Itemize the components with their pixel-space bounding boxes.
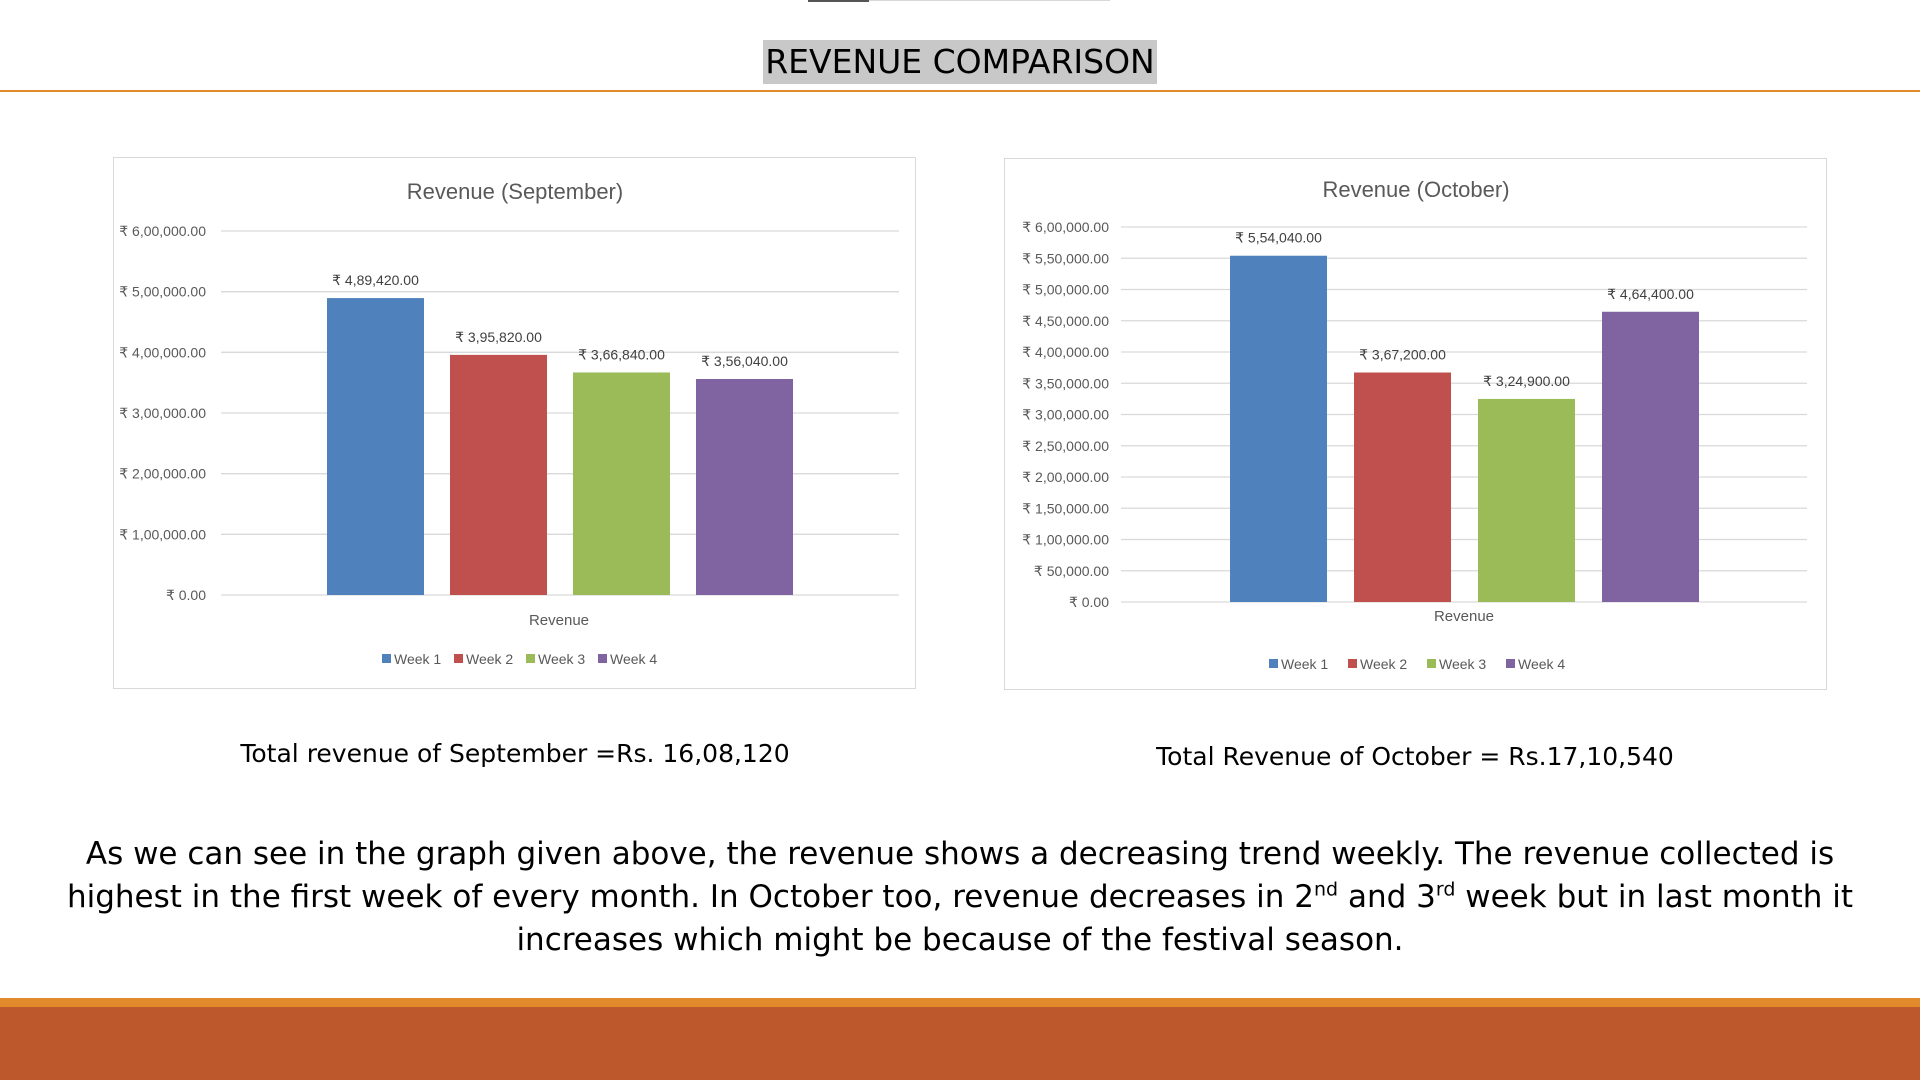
- y-tick-label: ₹ 1,50,000.00: [1022, 500, 1109, 516]
- y-tick-label: ₹ 6,00,000.00: [1022, 219, 1109, 235]
- bar-week-3: [1478, 398, 1575, 602]
- chart-svg: Revenue (October) ₹ 0.00 ₹ 50,000.00 ₹ 1,00…: [1022, 177, 1807, 672]
- bar-week-2: [450, 354, 547, 595]
- y-tick-label: ₹ 5,00,000.00: [119, 284, 206, 300]
- title-area: REVENUE COMPARISON: [0, 40, 1920, 84]
- bar-week-4: [696, 379, 793, 595]
- september-revenue-chart: Revenue (September) ₹ 0.00 ₹ 1,00,000.00 ₹ …: [113, 157, 916, 689]
- legend-label: Week 4: [610, 651, 657, 667]
- legend-swatch: [598, 654, 607, 663]
- legend-label: Week 2: [1360, 656, 1407, 672]
- footer-accent-line: [0, 998, 1920, 1007]
- legend-swatch: [1348, 659, 1357, 668]
- data-label: ₹ 4,89,420.00: [332, 272, 419, 288]
- legend-label: Week 3: [538, 651, 585, 667]
- october-revenue-chart: Revenue (October) ₹ 0.00 ₹ 50,000.00 ₹ 1,00…: [1004, 158, 1827, 690]
- legend-label: Week 2: [466, 651, 513, 667]
- data-label: ₹ 5,54,040.00: [1235, 230, 1322, 246]
- summary-sup-1: nd: [1313, 878, 1339, 901]
- y-tick-label: ₹ 3,00,000.00: [1022, 407, 1109, 423]
- footer-band: [0, 1007, 1920, 1080]
- summary-part-3: week but in last month it increases whic…: [516, 879, 1854, 958]
- chart-title: Revenue (September): [407, 179, 623, 204]
- legend-label: Week 3: [1439, 656, 1486, 672]
- y-tick-label: ₹ 2,00,000.00: [119, 466, 206, 482]
- summary-paragraph: As we can see in the graph given above, …: [50, 833, 1870, 962]
- data-label: ₹ 3,24,900.00: [1483, 373, 1570, 389]
- y-tick-label: ₹ 4,00,000.00: [1022, 344, 1109, 360]
- y-tick-label: ₹ 4,50,000.00: [1022, 313, 1109, 329]
- legend-label: Week 4: [1518, 656, 1565, 672]
- data-label: ₹ 3,95,820.00: [455, 329, 542, 345]
- y-tick-label: ₹ 3,00,000.00: [119, 405, 206, 421]
- y-tick-label: ₹ 2,50,000.00: [1022, 438, 1109, 454]
- september-total: Total revenue of September =Rs. 16,08,12…: [240, 739, 790, 768]
- y-tick-label: ₹ 1,00,000.00: [119, 526, 206, 542]
- bar-week-1: [327, 298, 424, 595]
- slide-title: REVENUE COMPARISON: [763, 40, 1157, 84]
- bar-week-2: [1354, 372, 1451, 602]
- y-tick-label: ₹ 6,00,000.00: [119, 223, 206, 239]
- x-axis-label: Revenue: [529, 612, 589, 629]
- y-tick-label: ₹ 2,00,000.00: [1022, 469, 1109, 485]
- summary-sup-2: rd: [1435, 878, 1456, 901]
- legend-label: Week 1: [394, 651, 441, 667]
- bar-week-3: [573, 372, 670, 595]
- legend-swatch: [1269, 659, 1278, 668]
- y-tick-label: ₹ 5,50,000.00: [1022, 250, 1109, 266]
- data-label: ₹ 4,64,400.00: [1607, 286, 1694, 302]
- x-axis-label: Revenue: [1434, 608, 1494, 625]
- top-tab-marker: [808, 0, 869, 2]
- summary-part-1: As we can see in the graph given above, …: [66, 836, 1835, 915]
- legend-swatch: [382, 654, 391, 663]
- legend-swatch: [1427, 659, 1436, 668]
- y-tick-label: ₹ 5,00,000.00: [1022, 282, 1109, 298]
- data-label: ₹ 3,67,200.00: [1359, 347, 1446, 363]
- y-tick-label: ₹ 1,00,000.00: [1022, 532, 1109, 548]
- legend-swatch: [526, 654, 535, 663]
- october-total: Total Revenue of October = Rs.17,10,540: [1156, 742, 1674, 771]
- data-label: ₹ 3,56,040.00: [701, 353, 788, 369]
- y-tick-label: ₹ 4,00,000.00: [119, 344, 206, 360]
- chart-svg: Revenue (September) ₹ 0.00 ₹ 1,00,000.00 ₹ …: [119, 179, 899, 667]
- legend-swatch: [454, 654, 463, 663]
- legend-label: Week 1: [1281, 656, 1328, 672]
- y-tick-label: ₹ 50,000.00: [1034, 563, 1109, 579]
- bar-week-1: [1230, 255, 1327, 602]
- y-tick-label: ₹ 3,50,000.00: [1022, 375, 1109, 391]
- bar-week-4: [1602, 311, 1699, 602]
- data-label: ₹ 3,66,840.00: [578, 346, 665, 362]
- legend-swatch: [1506, 659, 1515, 668]
- y-tick-label: ₹ 0.00: [166, 587, 206, 603]
- top-tab-line: [808, 0, 1110, 1]
- summary-part-2: and 3: [1338, 879, 1436, 915]
- title-rule: [0, 90, 1920, 92]
- chart-title: Revenue (October): [1322, 177, 1509, 202]
- y-tick-label: ₹ 0.00: [1069, 594, 1109, 610]
